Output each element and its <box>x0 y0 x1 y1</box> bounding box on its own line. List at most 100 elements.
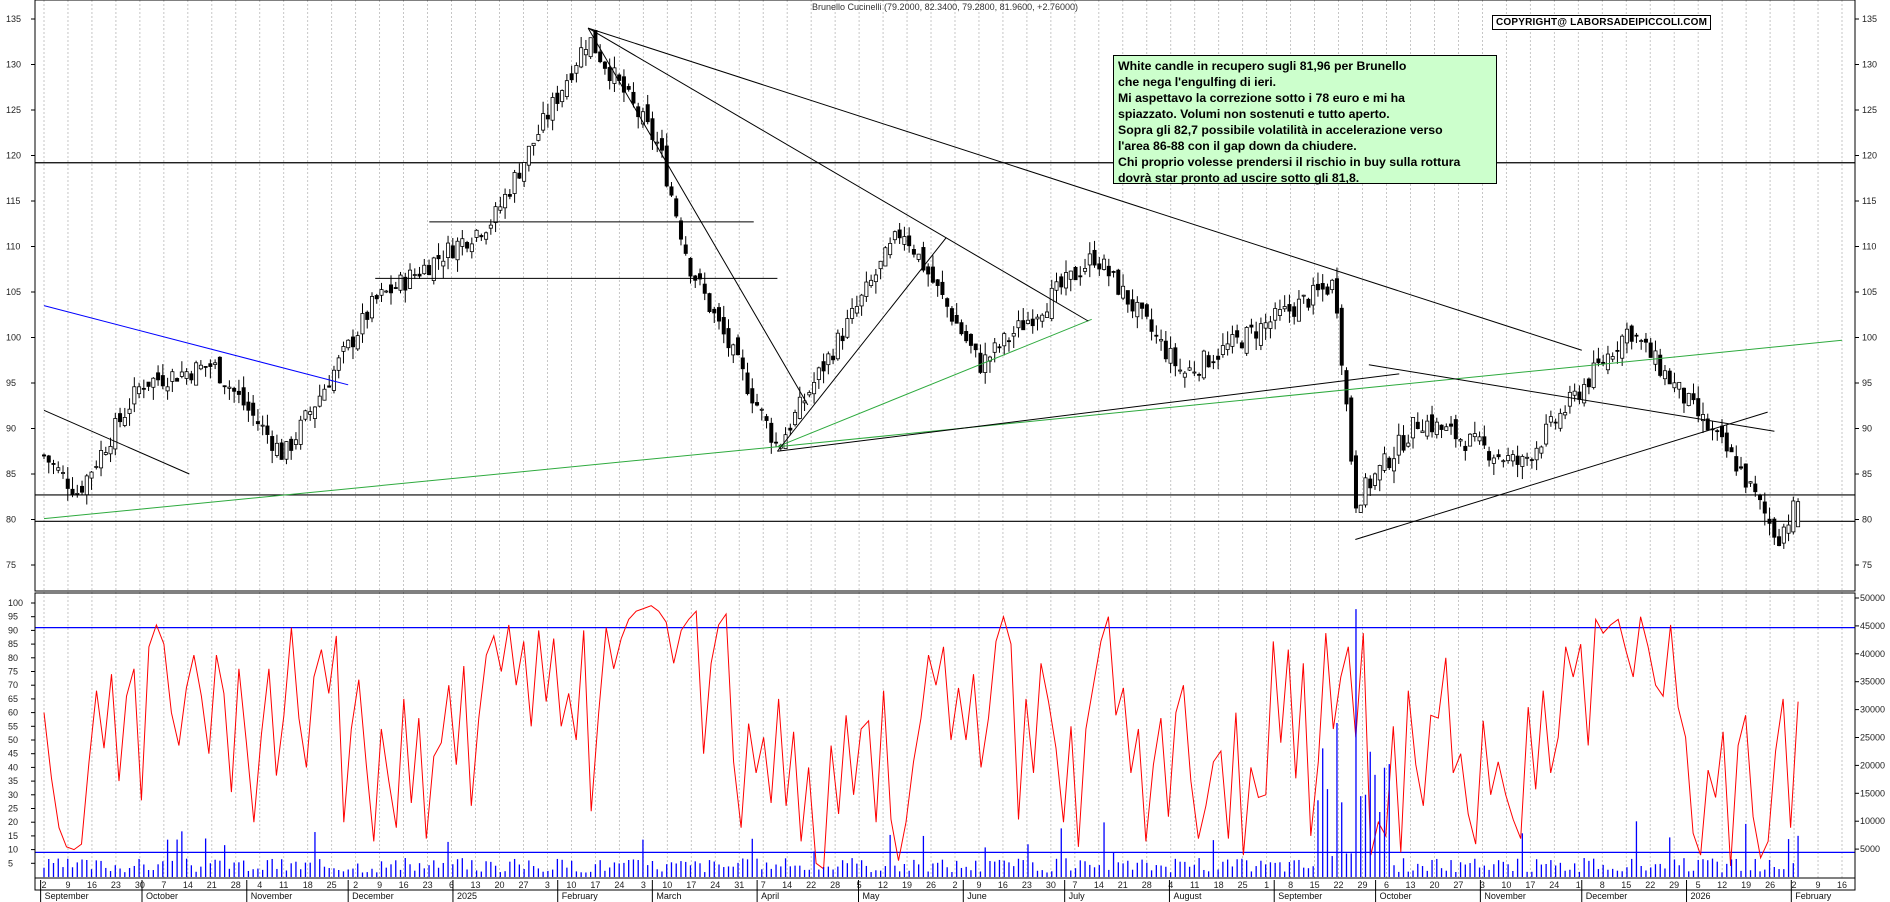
black-candle <box>1615 349 1620 352</box>
black-candle <box>1577 391 1582 400</box>
white-candle <box>1506 455 1511 462</box>
white-candle <box>1121 285 1126 299</box>
day-tick-label: 6 <box>449 880 454 890</box>
white-candle <box>1182 372 1187 378</box>
white-candle <box>1372 473 1377 486</box>
month-label: 2026 <box>1691 891 1711 901</box>
black-candle <box>650 118 655 140</box>
black-candle <box>1705 418 1710 431</box>
black-candle <box>840 335 845 342</box>
black-candle <box>1097 263 1102 270</box>
black-candle <box>393 287 398 289</box>
black-candle <box>1254 331 1259 339</box>
black-candle <box>569 73 574 81</box>
day-tick-label: 5 <box>1696 880 1701 890</box>
black-candle <box>1306 298 1311 308</box>
black-candle <box>1006 340 1011 343</box>
white-candle <box>198 364 203 370</box>
white-candle <box>1178 369 1183 372</box>
black-candle <box>279 442 284 460</box>
day-tick-label: 8 <box>1600 880 1605 890</box>
day-tick-label: 17 <box>686 880 696 890</box>
black-candle <box>755 402 760 406</box>
black-candle <box>940 281 945 295</box>
white-candle <box>531 142 536 146</box>
white-candle <box>227 386 232 389</box>
black-candle <box>1334 278 1339 314</box>
white-candle <box>1268 321 1273 329</box>
black-candle <box>1463 445 1468 451</box>
day-tick-label: 13 <box>1405 880 1415 890</box>
black-candle <box>236 390 241 395</box>
black-candle <box>1734 456 1739 472</box>
white-candle <box>859 294 864 307</box>
black-candle <box>350 336 355 348</box>
black-candle <box>70 488 75 496</box>
black-candle <box>1320 283 1325 290</box>
month-label: November <box>251 891 293 901</box>
black-candle <box>1387 457 1392 469</box>
black-candle <box>1106 265 1111 277</box>
white-candle <box>1567 391 1572 407</box>
white-candle <box>512 172 517 194</box>
white-candle <box>412 274 417 276</box>
day-tick-label: 11 <box>279 880 288 890</box>
white-candle <box>384 290 389 293</box>
white-candle <box>987 356 992 362</box>
white-candle <box>84 475 89 496</box>
black-candle <box>626 86 631 90</box>
day-tick-label: 7 <box>161 880 166 890</box>
white-candle <box>1472 433 1477 438</box>
black-candle <box>683 244 688 254</box>
day-tick-label: 28 <box>830 880 840 890</box>
price-tick-label: 80 <box>6 515 16 525</box>
white-candle <box>564 80 569 97</box>
white-candle <box>61 472 66 474</box>
white-candle <box>151 377 156 388</box>
black-candle <box>1235 330 1240 338</box>
white-candle <box>992 342 997 353</box>
black-candle <box>1197 373 1202 376</box>
white-candle <box>503 193 508 209</box>
day-tick-label: 24 <box>614 880 624 890</box>
black-candle <box>1353 455 1358 509</box>
trendline <box>777 318 1092 448</box>
white-candle <box>441 260 446 267</box>
black-candle <box>1529 459 1534 461</box>
white-candle <box>883 247 888 267</box>
white-candle <box>446 242 451 258</box>
black-candle <box>821 361 826 372</box>
white-candle <box>1662 370 1667 380</box>
black-candle <box>1667 370 1672 385</box>
rsi-tick-label: 100 <box>8 598 23 608</box>
black-candle <box>146 381 151 387</box>
day-tick-label: 13 <box>471 880 481 890</box>
white-candle <box>1686 392 1691 406</box>
day-tick-label: 3 <box>545 880 550 890</box>
black-candle <box>1586 378 1591 388</box>
black-candle <box>788 427 793 431</box>
white-candle <box>1220 345 1225 355</box>
white-candle <box>1700 414 1705 422</box>
price-tick-label: 80 <box>1862 515 1872 525</box>
day-tick-label: 22 <box>1334 880 1344 890</box>
volume-tick-label: 25000 <box>1860 733 1885 743</box>
price-tick-label: 100 <box>6 333 21 343</box>
day-tick-label: 25 <box>1238 880 1248 890</box>
price-tick-label: 135 <box>1862 14 1877 24</box>
comment-line: l'area 86-88 con il gap down da chiudere… <box>1118 139 1357 153</box>
day-tick-label: 5 <box>857 880 862 890</box>
white-candle <box>1002 333 1007 347</box>
white-candle <box>1796 501 1801 528</box>
white-candle <box>493 206 498 224</box>
day-tick-label: 14 <box>782 880 792 890</box>
white-candle <box>869 279 874 287</box>
price-tick-label: 90 <box>1862 424 1872 434</box>
white-candle <box>550 97 555 121</box>
day-tick-label: 10 <box>1501 880 1511 890</box>
white-candle <box>588 37 593 58</box>
white-candle <box>1610 356 1615 360</box>
black-candle <box>717 307 722 322</box>
black-candle <box>222 385 227 388</box>
white-candle <box>655 141 660 144</box>
